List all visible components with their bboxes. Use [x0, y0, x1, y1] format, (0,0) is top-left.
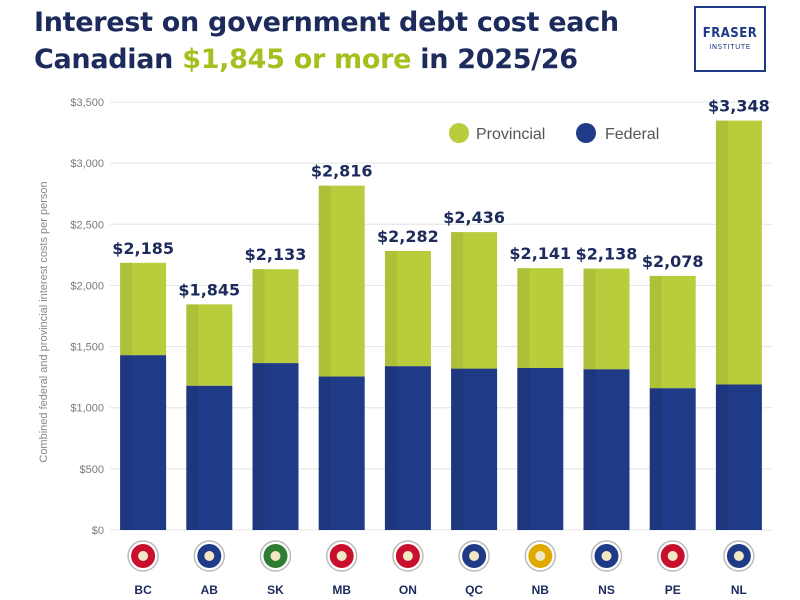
bar-total-label: $2,185 [112, 239, 174, 258]
bar-shade [318, 185, 331, 530]
bar-shade [451, 232, 464, 530]
y-tick-label: $3,500 [70, 97, 104, 109]
title-line-2-post: in 2025/26 [411, 44, 578, 75]
flag-nb-icon [524, 540, 557, 572]
bar-segment-provincial [583, 268, 630, 370]
bar-segment-federal [649, 388, 696, 530]
bar-nb [517, 268, 564, 530]
bar-shade [583, 268, 596, 530]
x-category-label: PE [665, 583, 681, 597]
bar-segment-federal [451, 368, 498, 530]
bar-segment-federal [120, 355, 167, 530]
bar-shade [384, 250, 397, 530]
bar-bc [120, 262, 167, 530]
bar-segment-provincial [649, 275, 696, 389]
y-tick-label: $2,000 [70, 280, 104, 292]
bar-segment-federal [384, 366, 431, 530]
bar-shade [715, 120, 728, 530]
x-category-label: AB [201, 583, 219, 597]
x-category-label: QC [465, 583, 483, 597]
y-tick-label: $1,500 [70, 342, 104, 354]
bar-total-label: $2,141 [509, 244, 571, 263]
bar-shade [252, 269, 265, 530]
bar-qc [451, 232, 498, 530]
bar-pe [649, 275, 696, 530]
y-tick-label: $2,500 [70, 219, 104, 231]
province-flags [127, 540, 755, 572]
x-category-label: NS [598, 583, 615, 597]
bar-ab [186, 304, 233, 530]
bar-total-label: $2,436 [443, 208, 505, 227]
bar-segment-federal [318, 376, 365, 530]
bar-shade [120, 262, 133, 530]
x-category-label: NB [532, 583, 550, 597]
bar-total-label: $2,138 [576, 245, 638, 264]
y-axis-ticks: $0 $500 $1,000 $1,500 $2,000 $2,500 $3,000 $3,5… [70, 97, 104, 537]
chart-title: Interest on government debt cost each Ca… [34, 4, 619, 78]
y-tick-label: $0 [92, 525, 104, 537]
y-tick-label: $500 [80, 464, 104, 476]
bar-total-label: $3,348 [708, 97, 770, 116]
bar-shade [186, 304, 199, 530]
bar-shade [517, 268, 530, 530]
flag-bc-icon [127, 540, 159, 572]
bar-total-label: $2,282 [377, 227, 439, 246]
flag-sk-icon [259, 540, 292, 572]
title-line-2-pre: Canadian [34, 44, 183, 75]
legend-swatch-federal [576, 123, 596, 143]
logo-line-1: FRASER [702, 25, 758, 41]
title-line-2-accent: $1,845 or more [182, 44, 412, 75]
bar-segment-federal [252, 363, 299, 530]
legend-label-provincial: Provincial [476, 126, 545, 143]
legend-swatch-provincial [449, 123, 469, 143]
bar-total-label: $1,845 [178, 280, 240, 299]
flag-on-icon [392, 540, 424, 572]
bar-segment-federal [186, 385, 233, 530]
bar-segment-provincial [384, 250, 431, 367]
bar-segment-provincial [186, 304, 233, 386]
logo-line-2: INSTITUTE [709, 42, 751, 51]
bar-total-label: $2,078 [642, 252, 704, 271]
legend-label-federal: Federal [605, 126, 659, 143]
flag-pe-icon [656, 540, 689, 572]
flag-mb-icon [325, 540, 358, 572]
bar-segment-federal [583, 369, 630, 530]
bar-segment-provincial [451, 232, 498, 369]
legend: Provincial Federal [449, 123, 659, 143]
flag-ns-icon [590, 540, 623, 572]
flag-qc-icon [458, 540, 490, 572]
bar-on [384, 250, 431, 530]
bar-segment-provincial [318, 185, 365, 377]
bar-segment-provincial [715, 120, 762, 385]
x-category-label: ON [399, 583, 417, 597]
title-line-2: Canadian $1,845 or more in 2025/26 [34, 41, 619, 78]
bar-segment-provincial [517, 268, 564, 368]
x-category-label: SK [267, 583, 284, 597]
bar-nl [715, 120, 762, 530]
bars [120, 120, 762, 530]
bar-segment-federal [517, 367, 564, 530]
bar-segment-provincial [120, 262, 167, 356]
y-axis-label: Combined federal and provincial interest… [38, 181, 50, 462]
bar-segment-provincial [252, 269, 299, 364]
x-category-label: NL [731, 583, 747, 597]
flag-ab-icon [193, 540, 226, 572]
bar-sk [252, 269, 299, 530]
title-line-1: Interest on government debt cost each [34, 7, 619, 38]
bar-segment-federal [715, 384, 762, 530]
y-tick-label: $3,000 [70, 158, 104, 170]
bar-shade [649, 275, 662, 530]
flag-nl-icon [723, 540, 755, 572]
x-category-label: BC [134, 583, 152, 597]
y-tick-label: $1,000 [70, 403, 104, 415]
fraser-institute-logo: FRASER INSTITUTE [694, 6, 766, 72]
bar-total-label: $2,816 [311, 162, 373, 181]
bar-mb [318, 185, 365, 530]
x-axis-categories: BC AB SK MB ON QC NB NS PE NL [134, 583, 746, 597]
bar-total-label: $2,133 [245, 245, 307, 264]
x-category-label: MB [332, 583, 351, 597]
bar-total-labels: $2,185$1,845$2,133$2,816$2,282$2,436$2,1… [112, 97, 770, 300]
bar-ns [583, 268, 630, 530]
